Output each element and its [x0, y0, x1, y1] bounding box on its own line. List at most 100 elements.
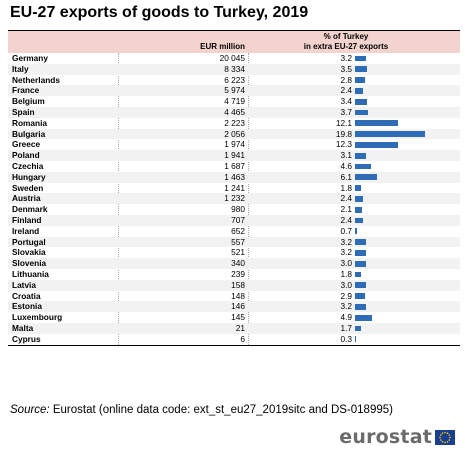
- country-label: Lithuania: [12, 268, 49, 279]
- table-row: Luxembourg 145 4.9: [8, 312, 460, 323]
- table-row: Portugal 557 3.2: [8, 236, 460, 248]
- country-label: Croatia: [12, 290, 41, 301]
- table-row: Slovakia 521 3.2: [8, 247, 460, 258]
- pct-value: 2.1: [340, 204, 352, 215]
- pct-value: 2.8: [340, 74, 352, 85]
- country-label: Estonia: [12, 301, 42, 312]
- pct-value: 12.3: [335, 139, 352, 150]
- eur-value: 158: [231, 279, 245, 290]
- table-row: Poland 1 941 3.1: [8, 150, 460, 161]
- pct-value: 19.8: [335, 128, 352, 139]
- table-row: Belgium 4 719 3.4: [8, 96, 460, 107]
- table-row: Spain 4 465 3.7: [8, 106, 460, 118]
- pct-bar: [355, 325, 361, 332]
- pct-bar: [355, 55, 367, 62]
- pct-bar: [355, 217, 364, 224]
- pct-value: 2.4: [340, 214, 352, 225]
- pct-bar: [355, 141, 399, 148]
- table-row: Finland 707 2.4: [8, 214, 460, 226]
- table-row: Estonia 146 3.2: [8, 301, 460, 313]
- eur-value: 8 334: [224, 63, 245, 74]
- table-row: Lithuania 239 1.8: [8, 269, 460, 280]
- eur-value: 521: [231, 247, 245, 258]
- eur-value: 1 241: [224, 182, 245, 193]
- eur-value: 6: [240, 333, 245, 344]
- eur-value: 1 232: [224, 193, 245, 204]
- pct-bar: [355, 282, 366, 289]
- pct-header-line-1: % of Turkey: [323, 32, 369, 41]
- table-row: Netherlands 6 223 2.8: [8, 75, 460, 86]
- country-label: Sweden: [12, 182, 44, 193]
- country-label: Slovenia: [12, 258, 47, 269]
- table-row: Italy 8 334 3.5: [8, 63, 460, 75]
- source-text: Eurostat (online data code: ext_st_eu27_…: [52, 404, 393, 416]
- country-label: Italy: [12, 63, 29, 74]
- table-row: Austria 1 232 2.4: [8, 193, 460, 205]
- pct-value: 12.1: [335, 117, 352, 128]
- pct-value: 3.7: [340, 106, 352, 117]
- table-body: Germany 20 045 3.2 Italy 8 334 3.5 Netherlands…: [8, 53, 460, 345]
- pct-value: 3.2: [340, 53, 352, 63]
- pct-value: 3.1: [340, 150, 352, 161]
- eur-value: 2 056: [224, 128, 245, 139]
- table-row: Bulgaria 2 056 19.8: [8, 128, 460, 140]
- eu-flag-icon: [435, 429, 455, 445]
- eurostat-logo: eurostat: [339, 426, 455, 448]
- eur-value: 1 463: [224, 171, 245, 182]
- pct-value: 2.4: [340, 193, 352, 204]
- pct-value: 3.0: [340, 258, 352, 269]
- table-row: Greece 1 974 12.3: [8, 139, 460, 150]
- pct-value: 3.2: [340, 301, 352, 312]
- eur-value: 1 941: [224, 150, 245, 161]
- table-row: Sweden 1 241 1.8: [8, 183, 460, 194]
- country-label: Netherlands: [12, 74, 60, 85]
- table-row: Malta 21 1.7: [8, 322, 460, 334]
- country-label: Spain: [12, 106, 35, 117]
- pct-bar: [355, 293, 366, 299]
- eur-value: 20 045: [219, 53, 245, 63]
- pct-bar: [355, 336, 357, 343]
- country-label: Malta: [12, 322, 34, 333]
- pct-bar: [355, 271, 362, 278]
- country-label: Austria: [12, 193, 41, 204]
- country-label: Ireland: [12, 225, 40, 236]
- chart-title: EU-27 exports of goods to Turkey, 2019: [10, 4, 309, 21]
- pct-value: 1.8: [340, 268, 352, 279]
- pct-bar: [355, 206, 363, 213]
- eur-value: 6 223: [224, 74, 245, 85]
- pct-bar: [355, 131, 425, 137]
- pct-value: 0.3: [340, 333, 352, 344]
- source-note: Source: Eurostat (online data code: ext_…: [10, 404, 393, 416]
- pct-column-header: % of Turkey in extra EU-27 exports: [251, 32, 441, 52]
- pct-value: 0.7: [340, 225, 352, 236]
- country-label: Czechia: [12, 160, 44, 171]
- table-row: Germany 20 045 3.2: [8, 53, 460, 64]
- table-row: Cyprus 6 0.3: [8, 334, 460, 345]
- pct-value: 3.4: [340, 96, 352, 107]
- eur-value: 980: [231, 204, 245, 215]
- pct-bar: [355, 174, 377, 181]
- eur-value: 148: [231, 290, 245, 301]
- country-label: Latvia: [12, 279, 36, 290]
- table-row: Slovenia 340 3.0: [8, 258, 460, 269]
- pct-header-line-2: in extra EU-27 exports: [303, 42, 389, 51]
- eur-column-header: EUR million: [200, 42, 245, 51]
- country-label: Hungary: [12, 171, 46, 182]
- eur-value: 1 974: [224, 139, 245, 150]
- table-row: Latvia 158 3.0: [8, 279, 460, 291]
- table-row: Romania 2 223 12.1: [8, 118, 460, 129]
- pct-value: 3.5: [340, 63, 352, 74]
- pct-value: 2.4: [340, 85, 352, 96]
- eur-value: 145: [231, 312, 245, 323]
- eur-value: 340: [231, 258, 245, 269]
- pct-bar: [355, 260, 366, 267]
- logo-text: eurostat: [339, 426, 432, 448]
- pct-bar: [355, 152, 366, 159]
- table-row: Ireland 652 0.7: [8, 226, 460, 237]
- country-label: Belgium: [12, 96, 45, 107]
- eur-value: 4 465: [224, 106, 245, 117]
- source-label: Source:: [10, 404, 50, 416]
- pct-bar: [355, 77, 365, 83]
- pct-value: 1.8: [340, 182, 352, 193]
- country-label: Denmark: [12, 204, 48, 215]
